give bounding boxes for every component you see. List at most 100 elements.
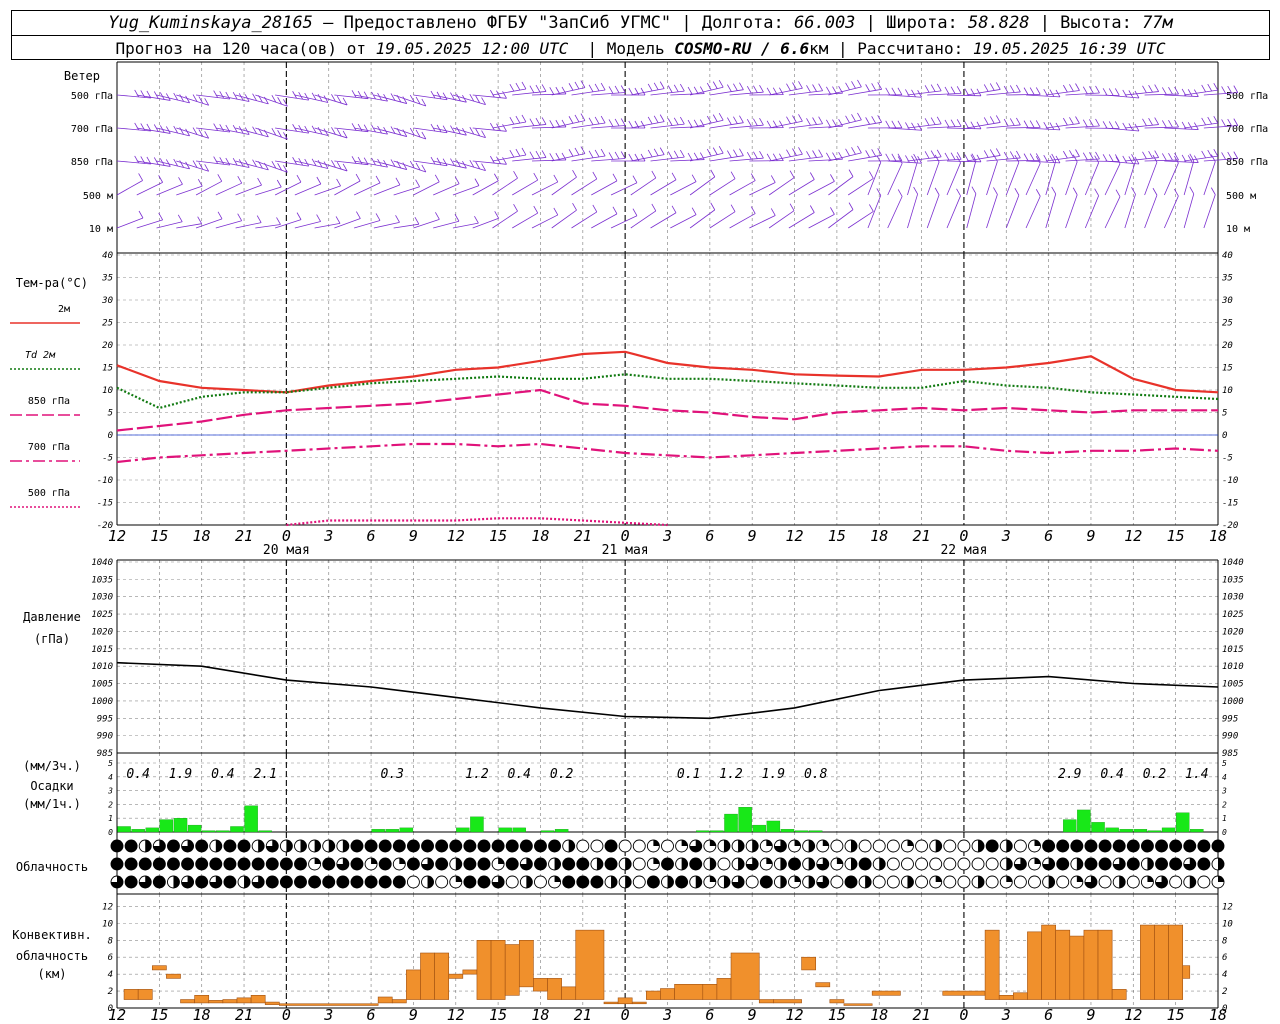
wind-barb-feather bbox=[283, 99, 288, 107]
cloud-symbol bbox=[463, 839, 477, 853]
wind-barb-feather bbox=[1049, 89, 1055, 97]
wind-barb-feather bbox=[1227, 151, 1233, 160]
wind-barb-feather bbox=[415, 129, 421, 138]
wind-barb bbox=[472, 173, 499, 196]
computed-time: 19.05.2025 16:39 UTC bbox=[972, 38, 1166, 58]
cloud-symbol bbox=[1013, 839, 1027, 853]
wind-barb bbox=[768, 170, 795, 196]
wind-barb-feather bbox=[1023, 87, 1029, 95]
wind-barb bbox=[176, 216, 203, 229]
cloud-symbol-fill bbox=[336, 876, 349, 888]
wind-barb-feather bbox=[770, 208, 776, 216]
cloud-symbol-fill bbox=[365, 876, 378, 888]
precip-bar bbox=[1161, 827, 1176, 833]
x-tick-label: 21 bbox=[913, 527, 931, 545]
legend-label: 2м bbox=[58, 304, 70, 315]
cloud-symbol bbox=[449, 875, 463, 889]
cloud-symbol bbox=[717, 875, 731, 889]
wind-barb-feather bbox=[450, 92, 455, 100]
x-tick-label: 18 bbox=[193, 527, 211, 545]
wind-barb-feather bbox=[192, 94, 198, 102]
wind-barb-feather bbox=[733, 149, 738, 157]
cloud-symbol bbox=[943, 857, 957, 871]
legend-label: 700 гПа bbox=[28, 442, 70, 453]
wind-barb-feather bbox=[897, 153, 903, 161]
wind-barb-feather bbox=[739, 115, 744, 123]
cloud-symbol bbox=[195, 839, 209, 853]
temp-series-line bbox=[116, 373, 1219, 410]
wind-barb-feather bbox=[614, 118, 620, 127]
cloud-symbol bbox=[519, 857, 533, 871]
wind-barb bbox=[828, 202, 854, 229]
wind-barb-feather bbox=[600, 115, 606, 124]
pressure-ytick-right: 1035 bbox=[1222, 575, 1244, 585]
wind-barb-feather bbox=[759, 117, 764, 126]
cloud-symbol bbox=[519, 839, 533, 853]
cloud-symbol-fill bbox=[492, 875, 505, 888]
wind-barb-shaft bbox=[946, 127, 981, 130]
wind-barb-feather bbox=[750, 173, 756, 181]
wind-barb-feather bbox=[1221, 152, 1226, 160]
wind-barb-shaft bbox=[551, 153, 586, 162]
cloud-symbol bbox=[152, 875, 166, 889]
wind-barb bbox=[195, 211, 223, 229]
cloud-symbol-fill bbox=[215, 840, 222, 852]
wind-barb bbox=[808, 152, 843, 162]
wind-barb bbox=[512, 150, 547, 162]
conv-ytick-right: 4 bbox=[1222, 970, 1227, 980]
wind-barb-feather bbox=[1201, 117, 1207, 126]
wind-barb-feather bbox=[1131, 154, 1136, 162]
cloud-symbol bbox=[957, 839, 971, 853]
cloud-symbol-fill bbox=[1218, 858, 1224, 870]
conv-bar bbox=[1140, 924, 1155, 1000]
wind-barb-feather bbox=[766, 120, 772, 128]
wind-barb-feather bbox=[450, 125, 455, 133]
wind-barb bbox=[531, 86, 567, 96]
wind-barb-feather bbox=[851, 147, 856, 155]
precip-bar bbox=[117, 826, 131, 833]
wind-barb bbox=[531, 174, 559, 196]
cloud-symbol-fill bbox=[478, 858, 490, 870]
altitude-label: Высота: bbox=[1060, 13, 1143, 33]
precip-bar bbox=[470, 816, 484, 833]
wind-barb-feather bbox=[620, 151, 626, 159]
temp-ytick: -10 bbox=[97, 476, 113, 486]
conv-bar bbox=[137, 989, 153, 1000]
cloud-symbol-fill bbox=[463, 858, 476, 870]
cloud-symbol-fill bbox=[1141, 840, 1154, 852]
wind-barb bbox=[848, 148, 883, 162]
wind-barb-feather bbox=[521, 114, 527, 123]
wind-barb-feather bbox=[296, 174, 302, 183]
wind-barb-shaft bbox=[1163, 195, 1179, 229]
cloud-symbol-fill bbox=[371, 857, 378, 864]
cloud-symbol-outline bbox=[576, 839, 590, 853]
precip-total: 0.4 bbox=[126, 767, 149, 782]
cloud-symbol-outline bbox=[957, 839, 971, 853]
temp-ytick: 0 bbox=[108, 431, 113, 441]
wind-barb-shaft bbox=[788, 123, 823, 129]
cloud-symbol-fill bbox=[548, 840, 561, 852]
conv-bar bbox=[547, 978, 562, 1000]
conv-bar bbox=[1111, 989, 1127, 1000]
wind-barb-feather bbox=[256, 215, 262, 223]
wind-barb-feather bbox=[456, 159, 461, 168]
wind-barb-feather bbox=[789, 170, 795, 178]
wind-barb-feather bbox=[454, 176, 460, 184]
wind-barb-feather bbox=[651, 170, 657, 179]
cloud-symbol bbox=[618, 875, 632, 889]
wind-barb-feather bbox=[848, 169, 854, 177]
wind-barb bbox=[156, 177, 183, 196]
wind-barb-feather bbox=[730, 171, 736, 179]
wind-barb-feather bbox=[153, 124, 159, 132]
wind-barb-feather bbox=[865, 117, 870, 125]
wind-barb-feather bbox=[733, 116, 738, 124]
wind-barb bbox=[689, 80, 724, 96]
wind-barb-feather bbox=[913, 186, 918, 195]
wind-barb bbox=[413, 156, 448, 167]
wind-barb-feather bbox=[549, 120, 555, 128]
wind-barb-shaft bbox=[215, 220, 242, 229]
wind-barb-shaft bbox=[492, 121, 527, 129]
cloud-symbol-fill bbox=[1147, 858, 1154, 871]
cloud-symbol-fill bbox=[1189, 876, 1196, 888]
wind-barb bbox=[966, 82, 1001, 96]
